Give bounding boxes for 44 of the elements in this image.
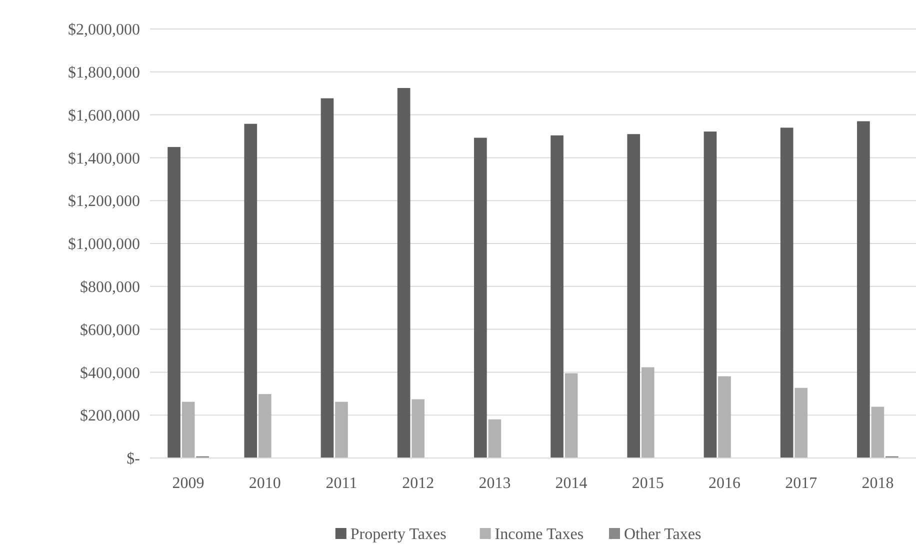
y-tick-label: $1,800,000 (68, 64, 140, 82)
bar (182, 402, 195, 458)
y-tick-label: $1,400,000 (68, 150, 140, 168)
x-tick-label: 2009 (172, 475, 204, 492)
y-tick-label: $800,000 (80, 279, 140, 296)
bar (627, 134, 640, 458)
bar (258, 394, 272, 458)
y-tick-label: $200,000 (80, 408, 140, 425)
bar (550, 135, 564, 458)
bar (780, 128, 794, 458)
y-tick-label: $1,200,000 (68, 193, 140, 210)
y-tick-label: $2,000,000 (68, 22, 140, 39)
y-tick-label: $- (126, 450, 140, 468)
x-tick-label: 2010 (248, 475, 281, 492)
x-tick-label: 2016 (708, 475, 740, 492)
bar (168, 146, 180, 458)
legend-label: Property Taxes (350, 526, 446, 543)
x-tick-label: 2015 (632, 475, 664, 492)
legend-label: Other Taxes (624, 526, 702, 543)
legend-label: Income Taxes (494, 526, 584, 543)
bar (871, 406, 884, 458)
bar (244, 124, 258, 458)
bar (641, 367, 654, 458)
y-tick-label: $1,600,000 (68, 107, 140, 124)
x-tick-label: 2014 (555, 475, 588, 492)
bar (857, 121, 870, 458)
x-tick-label: 2013 (478, 475, 511, 492)
x-tick-label: 2018 (862, 475, 894, 492)
bar (397, 88, 410, 458)
bar (718, 376, 731, 458)
y-tick-label: $400,000 (80, 364, 140, 382)
bar (335, 402, 348, 458)
bar (794, 388, 808, 458)
x-tick-label: 2017 (785, 475, 818, 492)
bar (320, 98, 334, 458)
y-tick-label: $1,000,000 (68, 236, 140, 254)
x-tick-label: 2012 (402, 475, 434, 492)
bar (564, 373, 578, 458)
y-tick-label: $600,000 (80, 322, 140, 339)
bar (412, 399, 425, 458)
bar (474, 138, 487, 458)
bar (488, 419, 502, 458)
x-tick-label: 2011 (326, 475, 358, 492)
bar (704, 132, 717, 458)
